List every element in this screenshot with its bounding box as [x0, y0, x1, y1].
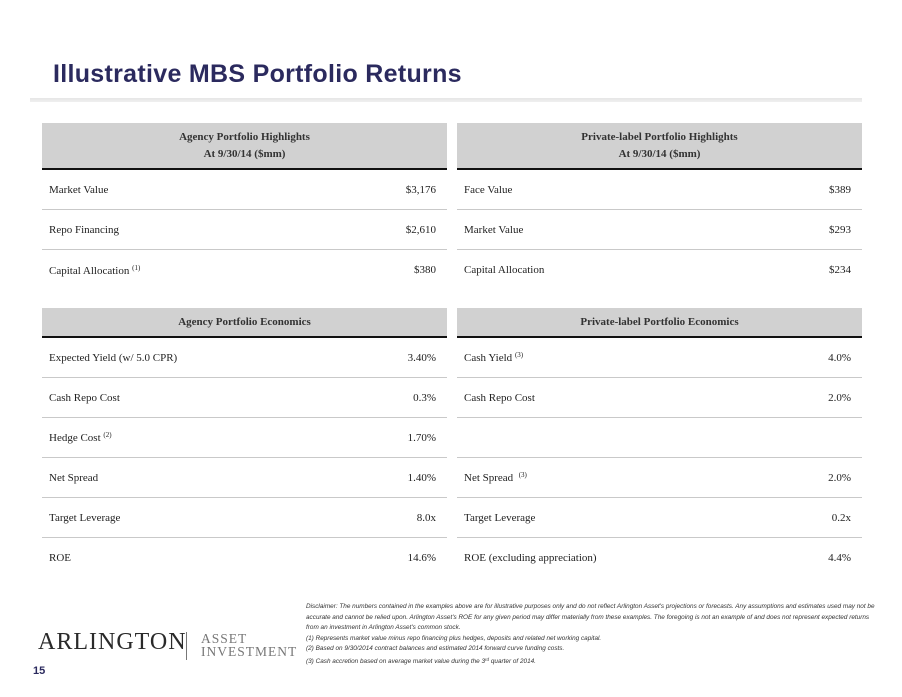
- row-label: ROE (excluding appreciation): [464, 552, 597, 564]
- row-value: 2.0%: [828, 471, 851, 484]
- row-label: Face Value: [464, 183, 513, 196]
- private-highlights-header-line2: At 9/30/14 ($mm): [618, 147, 701, 160]
- agency-highlights-header: Agency Portfolio Highlights At 9/30/14 (…: [42, 123, 447, 170]
- footnote-ref: (3): [514, 351, 524, 359]
- footnote-ref: (2): [103, 431, 112, 439]
- row-label: Capital Allocation (1): [49, 263, 141, 277]
- title-divider: [30, 98, 862, 102]
- table-row-empty: [457, 418, 862, 458]
- table-row: Cash Yield (3) 4.0%: [457, 338, 862, 378]
- row-label: Cash Repo Cost: [49, 391, 120, 404]
- row-label: Capital Allocation: [464, 264, 545, 276]
- table-row: Capital Allocation (1) $380: [42, 250, 447, 290]
- logo-divider: [186, 632, 187, 660]
- table-row: ROE 14.6%: [42, 538, 447, 578]
- table-row: Face Value $389: [457, 170, 862, 210]
- table-row: Target Leverage 8.0x: [42, 498, 447, 538]
- table-row: Market Value $3,176: [42, 170, 447, 210]
- footnote-ref: (3): [518, 471, 527, 479]
- agency-highlights-header-line1: Agency Portfolio Highlights: [179, 130, 310, 143]
- disclaimer-text: Disclaimer: The numbers contained in the…: [306, 603, 875, 632]
- row-value: $3,176: [405, 183, 436, 196]
- private-economics-table: Private-label Portfolio Economics Cash Y…: [457, 308, 862, 578]
- table-row: Capital Allocation $234: [457, 250, 862, 290]
- table-row: Cash Repo Cost 0.3%: [42, 378, 447, 418]
- table-row: ROE (excluding appreciation) 4.4%: [457, 538, 862, 578]
- row-value: $2,610: [405, 223, 436, 236]
- row-label: Target Leverage: [464, 511, 536, 524]
- table-row: Target Leverage 0.2x: [457, 498, 862, 538]
- row-label: Net Spread: [49, 471, 99, 484]
- disclaimer: Disclaimer: The numbers contained in the…: [306, 602, 876, 668]
- row-value: 0.3%: [413, 391, 436, 404]
- row-value: 1.40%: [407, 471, 436, 484]
- footnote-1: (1) Represents market value minus repo f…: [306, 634, 602, 642]
- agency-highlights-header-line2: At 9/30/14 ($mm): [203, 147, 286, 160]
- row-label: Repo Financing: [49, 223, 119, 236]
- row-value: $389: [829, 183, 851, 196]
- company-logo-subtitle: ASSET INVESTMENT: [201, 631, 298, 659]
- page-title: Illustrative MBS Portfolio Returns: [53, 60, 462, 88]
- table-row: Repo Financing $2,610: [42, 210, 447, 250]
- row-label: ROE: [49, 552, 71, 564]
- table-row: Cash Repo Cost 2.0%: [457, 378, 862, 418]
- private-highlights-table: Private-label Portfolio Highlights At 9/…: [457, 123, 862, 290]
- row-value: $234: [829, 264, 851, 276]
- row-value: 4.0%: [828, 351, 851, 364]
- row-value: $380: [414, 264, 436, 276]
- table-row: Net Spread (3) 2.0%: [457, 458, 862, 498]
- row-value: 3.40%: [407, 351, 436, 364]
- table-row: Hedge Cost (2) 1.70%: [42, 418, 447, 458]
- row-value: 4.4%: [828, 552, 851, 564]
- row-value: 1.70%: [407, 431, 436, 444]
- private-highlights-header: Private-label Portfolio Highlights At 9/…: [457, 123, 862, 170]
- row-label: Hedge Cost (2): [49, 431, 112, 444]
- row-label: Target Leverage: [49, 511, 121, 524]
- agency-highlights-table: Agency Portfolio Highlights At 9/30/14 (…: [42, 123, 447, 290]
- footnote-3: (3) Cash accretion based on average mark…: [306, 656, 536, 665]
- footnote-ref: (1): [132, 263, 141, 272]
- row-value: 2.0%: [828, 391, 851, 404]
- table-row: Net Spread 1.40%: [42, 458, 447, 498]
- page-number: 15: [33, 665, 46, 677]
- row-label: Expected Yield (w/ 5.0 CPR): [49, 351, 178, 364]
- private-economics-header: Private-label Portfolio Economics: [457, 308, 862, 338]
- row-value: 8.0x: [416, 511, 436, 524]
- row-label: Market Value: [49, 183, 109, 196]
- row-label: Cash Repo Cost: [464, 391, 535, 404]
- row-label: Market Value: [464, 223, 524, 236]
- row-value: $293: [829, 223, 851, 236]
- row-value: 0.2x: [831, 511, 851, 524]
- table-row: Expected Yield (w/ 5.0 CPR) 3.40%: [42, 338, 447, 378]
- company-logo-name: ARLINGTON: [38, 629, 187, 655]
- agency-economics-table: Agency Portfolio Economics Expected Yiel…: [42, 308, 447, 578]
- row-value: 14.6%: [407, 552, 436, 564]
- agency-economics-header: Agency Portfolio Economics: [42, 308, 447, 338]
- footnote-2: (2) Based on 9/30/2014 contract balances…: [306, 645, 565, 653]
- table-row: Market Value $293: [457, 210, 862, 250]
- private-highlights-header-line1: Private-label Portfolio Highlights: [581, 130, 738, 143]
- row-label: Net Spread (3): [464, 471, 527, 484]
- row-label: Cash Yield (3): [464, 351, 524, 364]
